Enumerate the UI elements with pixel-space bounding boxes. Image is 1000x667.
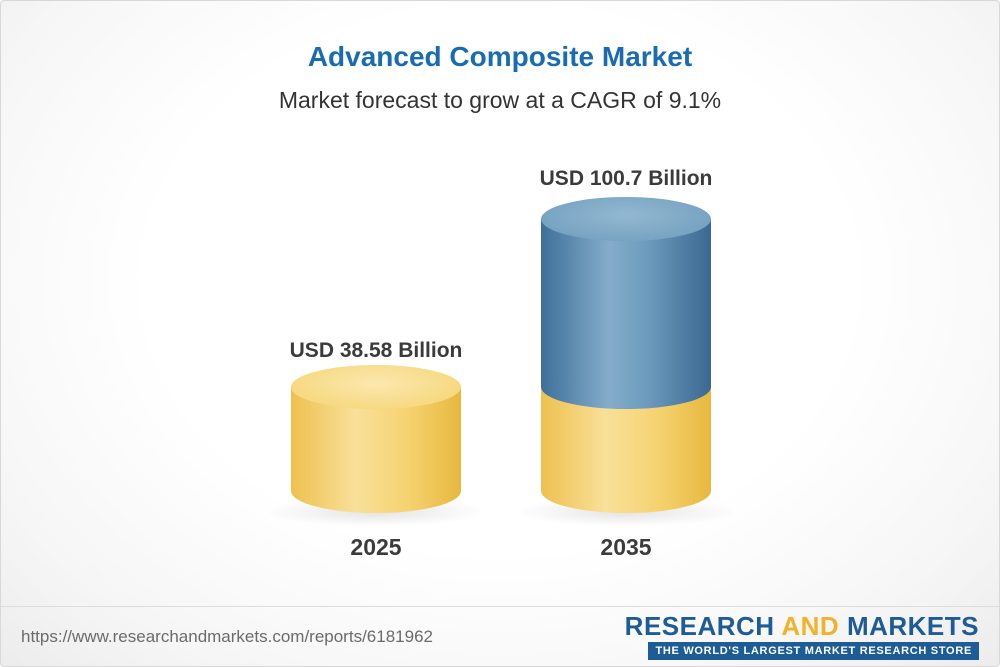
- bar-2025-value-label: USD 38.58 Billion: [289, 339, 463, 362]
- bar-2035-top-cap: [541, 197, 711, 241]
- page-subtitle: Market forecast to grow at a CAGR of 9.1…: [278, 87, 722, 113]
- source-url-link[interactable]: https://www.researchandmarkets.com/repor…: [21, 626, 433, 646]
- logo-word-and: AND: [781, 611, 840, 641]
- bar-2035-value-label: USD 100.7 Billion: [539, 167, 713, 190]
- logo-word-research: RESEARCH: [624, 611, 775, 641]
- category-label-2035: 2035: [600, 534, 652, 560]
- logo-word-markets: MARKETS: [846, 611, 979, 641]
- logo-tagline: THE WORLD'S LARGEST MARKET RESEARCH STOR…: [648, 642, 979, 660]
- footer: https://www.researchandmarkets.com/repor…: [1, 606, 999, 666]
- category-label-2025: 2025: [350, 534, 402, 560]
- research-and-markets-logo: RESEARCH AND MARKETS THE WORLD'S LARGEST…: [625, 613, 979, 660]
- bar-2035-growth-segment: [541, 219, 711, 409]
- page-title: Advanced Composite Market: [307, 41, 693, 72]
- logo-wordmark: RESEARCH AND MARKETS: [625, 613, 979, 639]
- bar-2025-top-cap: [291, 364, 461, 409]
